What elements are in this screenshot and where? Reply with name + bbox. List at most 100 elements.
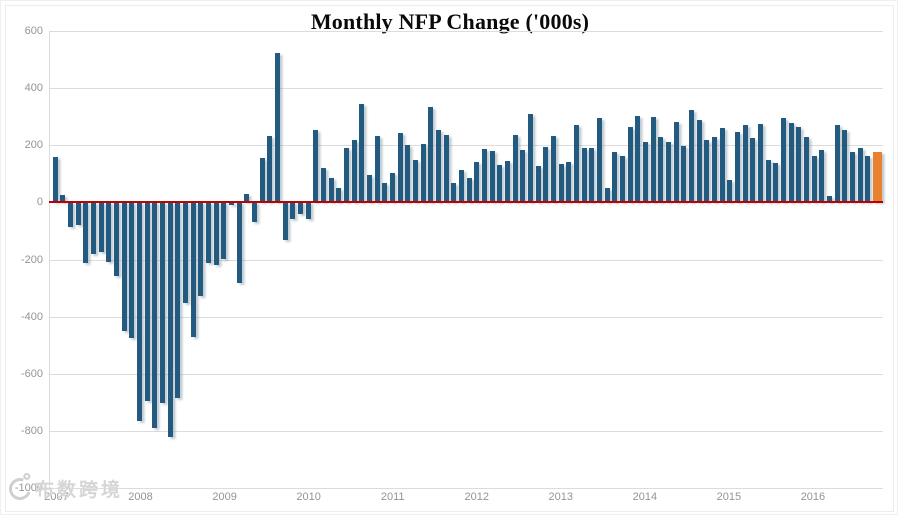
bar <box>819 150 825 203</box>
bar <box>673 122 679 203</box>
bar <box>60 195 66 203</box>
gridline <box>49 88 883 90</box>
y-axis-tick-label: 0 <box>36 196 43 209</box>
y-axis-tick-label: 400 <box>24 82 43 95</box>
bar <box>52 156 58 203</box>
bar <box>443 135 449 203</box>
bar <box>780 118 786 203</box>
bar <box>681 146 687 203</box>
bar <box>366 175 372 203</box>
bar <box>152 202 158 429</box>
bar <box>481 149 487 203</box>
bar <box>282 202 288 241</box>
x-axis-year-label: 2016 <box>800 491 826 503</box>
bar <box>121 202 127 332</box>
bar <box>267 136 273 203</box>
x-axis-year-label: 2008 <box>128 491 153 503</box>
bar <box>167 202 173 438</box>
bar <box>67 202 73 227</box>
bar <box>535 166 541 203</box>
bar <box>244 194 250 203</box>
bar <box>688 110 694 203</box>
bar <box>612 152 618 203</box>
bar <box>320 167 326 203</box>
bar <box>658 136 664 203</box>
bar <box>274 53 280 203</box>
bar <box>182 202 188 303</box>
gridline <box>49 430 883 432</box>
bar <box>596 118 602 203</box>
x-axis-year-label: 2011 <box>380 491 405 503</box>
bar <box>83 202 89 264</box>
x-axis-year-label: 2009 <box>212 491 237 503</box>
bar <box>750 137 756 203</box>
bar <box>642 142 648 203</box>
bar <box>803 136 809 203</box>
zero-baseline <box>49 201 883 203</box>
bar <box>849 152 855 203</box>
bar <box>489 151 495 203</box>
bar <box>328 177 334 203</box>
watermark: 布数跨境 <box>5 472 124 504</box>
bar <box>106 202 112 263</box>
bar <box>412 160 418 203</box>
bar <box>305 202 311 219</box>
bar <box>428 107 434 203</box>
bar <box>826 196 832 203</box>
y-axis-tick-label: 600 <box>24 25 43 37</box>
bar <box>228 202 234 206</box>
bar <box>734 131 740 203</box>
chart-title: Monthly NFP Change ('000s) <box>310 9 590 34</box>
bar <box>113 202 119 277</box>
bar <box>221 202 227 259</box>
bar <box>796 126 802 203</box>
bar <box>566 162 572 203</box>
bar <box>205 202 211 263</box>
bar <box>389 173 395 203</box>
gridline <box>49 488 883 489</box>
x-axis-year-label: 2007 <box>44 491 69 503</box>
bar <box>290 202 296 219</box>
gridline <box>49 316 883 318</box>
bar <box>359 104 365 203</box>
bar <box>336 188 342 203</box>
bar <box>397 132 403 203</box>
bar <box>405 145 411 203</box>
bar <box>543 147 549 203</box>
bar <box>711 136 717 203</box>
bar <box>98 202 104 252</box>
x-axis-year-label: 2012 <box>464 491 489 503</box>
x-axis-year-label: 2013 <box>548 491 574 503</box>
bar <box>589 148 595 203</box>
bar <box>558 164 564 203</box>
gridline <box>49 373 883 375</box>
bar <box>313 130 319 203</box>
bar <box>727 180 733 203</box>
bar <box>865 156 871 203</box>
bar <box>144 202 150 402</box>
bar <box>190 202 196 337</box>
gridline <box>49 31 883 32</box>
bar <box>842 130 848 203</box>
bar <box>742 125 748 203</box>
bar <box>75 202 81 226</box>
bar <box>650 116 656 203</box>
bar <box>259 157 265 203</box>
bar <box>773 162 779 203</box>
bar <box>136 202 142 421</box>
bar <box>550 136 556 203</box>
y-axis-tick-label: -600 <box>20 367 43 380</box>
bar <box>474 162 480 203</box>
x-axis-year-label: 2015 <box>716 491 742 503</box>
x-axis-year-label: 2010 <box>296 491 321 503</box>
watermark-text: 布数跨境 <box>35 480 124 501</box>
bar <box>351 139 357 203</box>
bar <box>90 202 96 255</box>
bar <box>458 170 464 203</box>
gridline <box>49 145 883 147</box>
highlighted-latest-bar <box>873 151 882 203</box>
bar <box>627 126 633 203</box>
bar <box>520 150 526 203</box>
bar <box>159 202 165 404</box>
bar <box>343 148 349 203</box>
